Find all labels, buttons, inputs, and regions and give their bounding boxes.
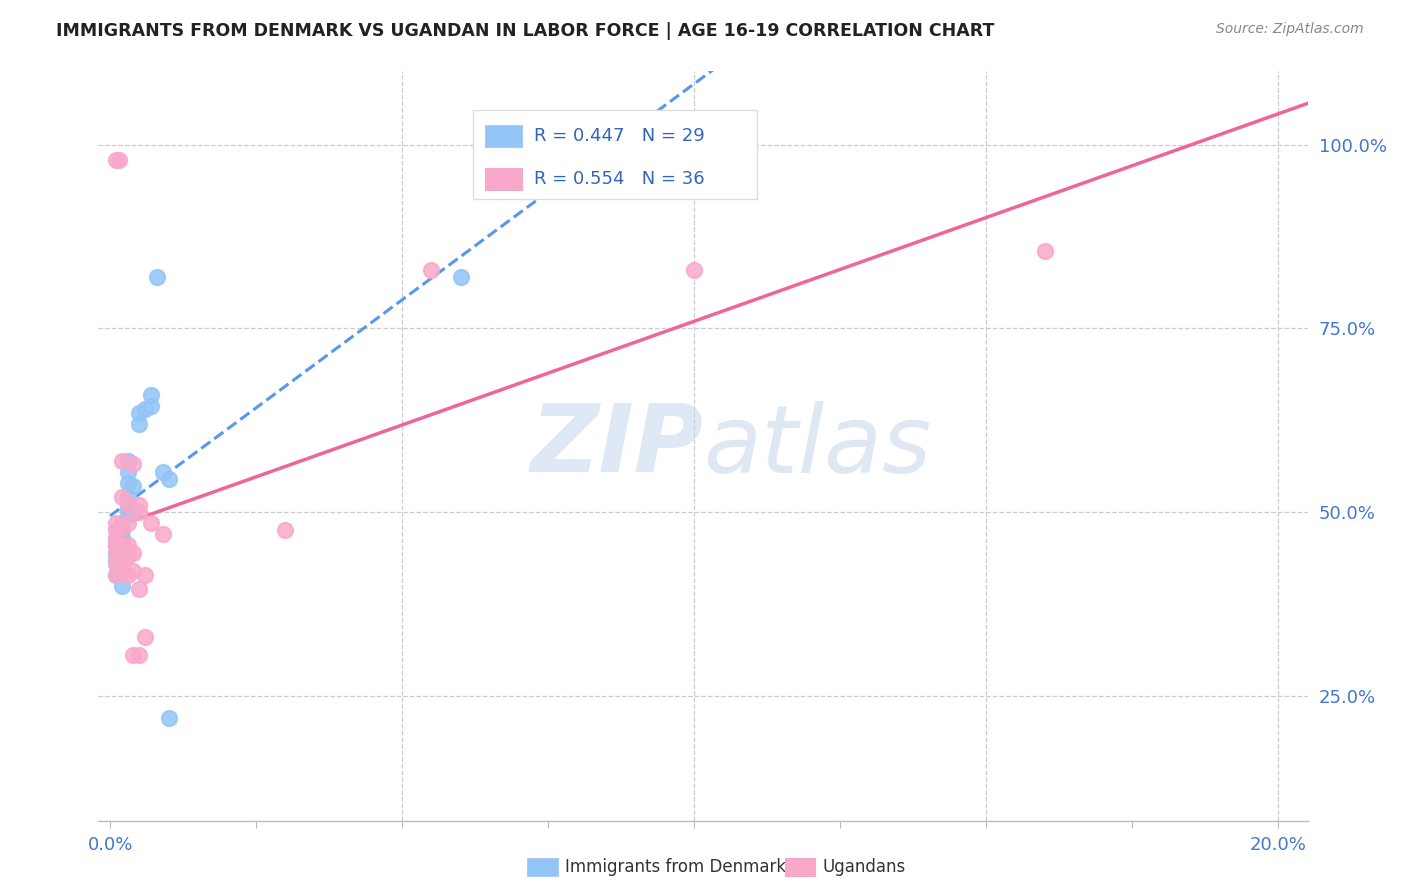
- Text: Source: ZipAtlas.com: Source: ZipAtlas.com: [1216, 22, 1364, 37]
- Point: [104, 538, 127, 552]
- Point: [157, 472, 180, 486]
- Point: [128, 498, 150, 512]
- Point: [134, 567, 156, 582]
- Point: [146, 270, 169, 285]
- Point: [117, 498, 139, 512]
- Point: [139, 399, 162, 413]
- Point: [108, 153, 131, 167]
- Point: [117, 516, 139, 530]
- FancyBboxPatch shape: [485, 125, 522, 147]
- Point: [122, 458, 145, 472]
- Point: [111, 520, 134, 534]
- Text: R = 0.554   N = 36: R = 0.554 N = 36: [534, 170, 704, 188]
- Point: [128, 417, 150, 431]
- FancyBboxPatch shape: [474, 111, 758, 199]
- Point: [117, 549, 139, 564]
- Point: [134, 402, 156, 417]
- Point: [104, 153, 127, 167]
- Point: [117, 453, 139, 467]
- Point: [104, 531, 127, 545]
- Text: Ugandans: Ugandans: [823, 858, 905, 876]
- Text: IMMIGRANTS FROM DENMARK VS UGANDAN IN LABOR FORCE | AGE 16-19 CORRELATION CHART: IMMIGRANTS FROM DENMARK VS UGANDAN IN LA…: [56, 22, 994, 40]
- Point: [152, 465, 174, 479]
- Point: [111, 516, 134, 530]
- Point: [104, 567, 127, 582]
- Point: [117, 501, 139, 516]
- Text: R = 0.447   N = 29: R = 0.447 N = 29: [534, 127, 704, 145]
- Point: [117, 538, 139, 552]
- Point: [122, 564, 145, 578]
- Point: [683, 262, 706, 277]
- Text: atlas: atlas: [703, 401, 931, 491]
- Point: [134, 630, 156, 644]
- Y-axis label: In Labor Force | Age 16-19: In Labor Force | Age 16-19: [0, 326, 8, 566]
- Point: [104, 553, 127, 567]
- Point: [104, 545, 127, 559]
- Point: [117, 465, 139, 479]
- Point: [122, 648, 145, 663]
- Point: [111, 578, 134, 592]
- Point: [104, 516, 127, 530]
- Point: [128, 582, 150, 597]
- Point: [117, 491, 139, 505]
- Point: [111, 531, 134, 545]
- Point: [122, 479, 145, 493]
- Point: [117, 475, 139, 490]
- Point: [111, 491, 134, 505]
- Point: [104, 538, 127, 552]
- Point: [111, 564, 134, 578]
- Point: [111, 538, 134, 552]
- Point: [1033, 244, 1056, 259]
- Point: [139, 516, 162, 530]
- Point: [111, 524, 134, 538]
- Point: [157, 711, 180, 725]
- Point: [117, 505, 139, 519]
- Point: [104, 545, 127, 559]
- Point: [450, 270, 472, 285]
- Point: [117, 567, 139, 582]
- Point: [128, 648, 150, 663]
- FancyBboxPatch shape: [485, 168, 522, 191]
- Point: [122, 545, 145, 559]
- Point: [139, 387, 162, 401]
- Text: ZIP: ZIP: [530, 400, 703, 492]
- Text: Immigrants from Denmark: Immigrants from Denmark: [565, 858, 786, 876]
- Point: [111, 453, 134, 467]
- Point: [104, 557, 127, 571]
- Point: [111, 557, 134, 571]
- Point: [274, 524, 297, 538]
- Point: [104, 567, 127, 582]
- Point: [122, 505, 145, 519]
- Point: [108, 527, 131, 541]
- Point: [152, 527, 174, 541]
- Point: [128, 406, 150, 420]
- Point: [128, 505, 150, 519]
- Point: [111, 538, 134, 552]
- Point: [420, 262, 443, 277]
- Point: [104, 531, 127, 545]
- Point: [104, 524, 127, 538]
